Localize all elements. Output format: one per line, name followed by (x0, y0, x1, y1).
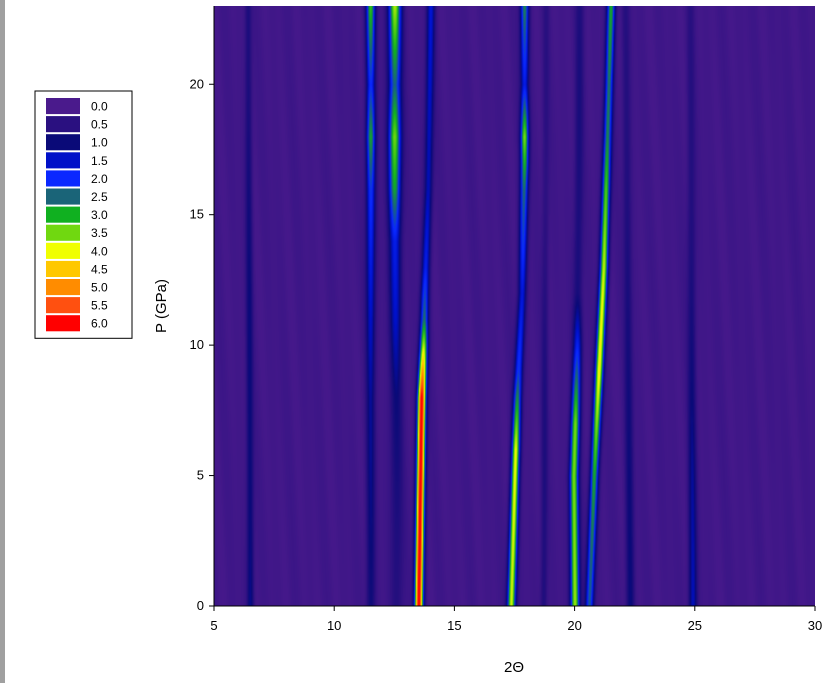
legend-swatch (46, 279, 80, 296)
legend-label: 4.5 (91, 262, 108, 276)
legend-swatch (46, 116, 80, 133)
x-tick-label: 15 (447, 618, 461, 633)
y-tick-label: 10 (190, 337, 204, 352)
y-axis-label: P (GPa) (153, 279, 170, 333)
legend-swatch (46, 315, 80, 332)
x-tick-label: 30 (808, 618, 822, 633)
legend-swatch (46, 242, 80, 259)
legend-label: 1.5 (91, 154, 108, 168)
legend-label: 3.0 (91, 208, 108, 222)
legend-swatch (46, 224, 80, 241)
legend-swatch (46, 98, 80, 115)
legend-label: 6.0 (91, 317, 108, 331)
legend-swatch (46, 188, 80, 205)
legend-label: 3.5 (91, 226, 108, 240)
legend-label: 1.0 (91, 136, 108, 150)
legend-swatch (46, 170, 80, 187)
legend-swatch (46, 260, 80, 277)
x-tick-label: 10 (327, 618, 341, 633)
x-axis-label: 2Θ (504, 659, 524, 676)
legend-swatch (46, 206, 80, 223)
legend-label: 4.0 (91, 244, 108, 258)
heatmap-image (214, 6, 815, 606)
legend-label: 0.5 (91, 118, 108, 132)
y-tick-label: 5 (197, 468, 204, 483)
colorscale-legend: 0.0 0.5 1.0 1.5 2.0 2.5 3.0 3.5 4.0 4.5 5.0 5.5 6.0 (34, 90, 133, 339)
plot-area (214, 6, 815, 606)
x-tick-label: 20 (567, 618, 581, 633)
legend-swatch (46, 297, 80, 314)
y-tick-label: 15 (190, 207, 204, 222)
legend-swatch (46, 152, 80, 169)
legend-label: 5.5 (91, 299, 108, 313)
x-tick-label: 5 (210, 618, 217, 633)
y-tick-label: 0 (197, 598, 204, 613)
legend-label: 2.5 (91, 190, 108, 204)
legend-label: 0.0 (91, 100, 108, 114)
y-tick-label: 20 (190, 76, 204, 91)
x-tick-label: 25 (688, 618, 702, 633)
window-frame-edge (0, 0, 5, 683)
legend-label: 2.0 (91, 172, 108, 186)
legend-swatch (46, 134, 80, 151)
legend-label: 5.0 (91, 281, 108, 295)
